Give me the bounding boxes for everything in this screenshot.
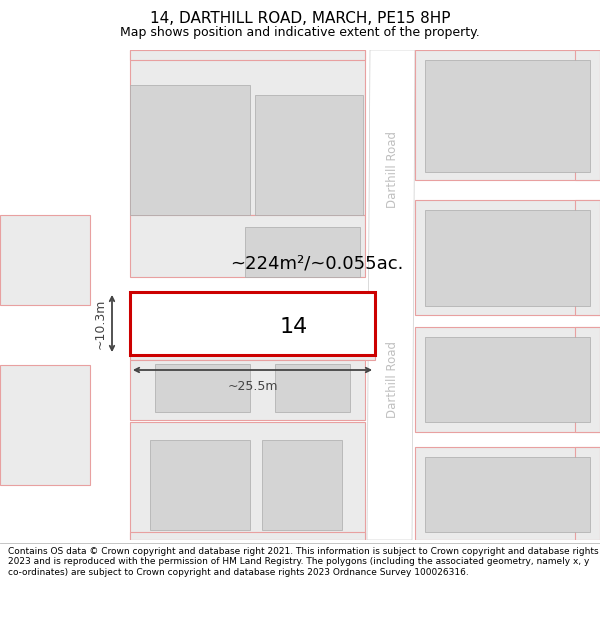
Bar bbox=[245, 227, 360, 277]
Bar bbox=[130, 85, 250, 215]
Bar bbox=[130, 422, 365, 540]
Bar bbox=[415, 327, 600, 432]
Bar bbox=[425, 210, 590, 306]
Bar bbox=[275, 364, 350, 412]
Text: ~10.3m: ~10.3m bbox=[94, 298, 107, 349]
Text: Darthill Road: Darthill Road bbox=[386, 131, 398, 209]
Bar bbox=[130, 360, 365, 420]
Bar bbox=[255, 95, 363, 215]
Bar bbox=[130, 292, 375, 360]
Text: Darthill Road: Darthill Road bbox=[386, 341, 398, 419]
Bar bbox=[0, 215, 90, 305]
Bar bbox=[130, 50, 365, 60]
Text: Map shows position and indicative extent of the property.: Map shows position and indicative extent… bbox=[120, 26, 480, 39]
Bar bbox=[130, 215, 365, 277]
Text: Contains OS data © Crown copyright and database right 2021. This information is : Contains OS data © Crown copyright and d… bbox=[8, 547, 598, 577]
Text: ~25.5m: ~25.5m bbox=[227, 380, 278, 393]
Bar bbox=[425, 337, 590, 422]
Polygon shape bbox=[367, 50, 415, 540]
Bar bbox=[130, 292, 375, 355]
Bar bbox=[262, 440, 342, 530]
Bar bbox=[575, 327, 600, 432]
Bar bbox=[415, 447, 600, 540]
Bar bbox=[575, 447, 600, 540]
Bar bbox=[130, 50, 365, 215]
Bar bbox=[215, 299, 355, 350]
Bar bbox=[155, 364, 250, 412]
Bar bbox=[575, 200, 600, 315]
Bar bbox=[415, 50, 600, 180]
Bar bbox=[425, 60, 590, 172]
Text: ~224m²/~0.055ac.: ~224m²/~0.055ac. bbox=[230, 255, 403, 273]
Bar bbox=[415, 200, 600, 315]
Text: 14, DARTHILL ROAD, MARCH, PE15 8HP: 14, DARTHILL ROAD, MARCH, PE15 8HP bbox=[150, 11, 450, 26]
Bar bbox=[0, 365, 90, 485]
Bar bbox=[575, 50, 600, 180]
Bar bbox=[425, 457, 590, 532]
Text: 14: 14 bbox=[280, 317, 308, 337]
Bar bbox=[150, 440, 250, 530]
Bar bbox=[130, 532, 365, 540]
